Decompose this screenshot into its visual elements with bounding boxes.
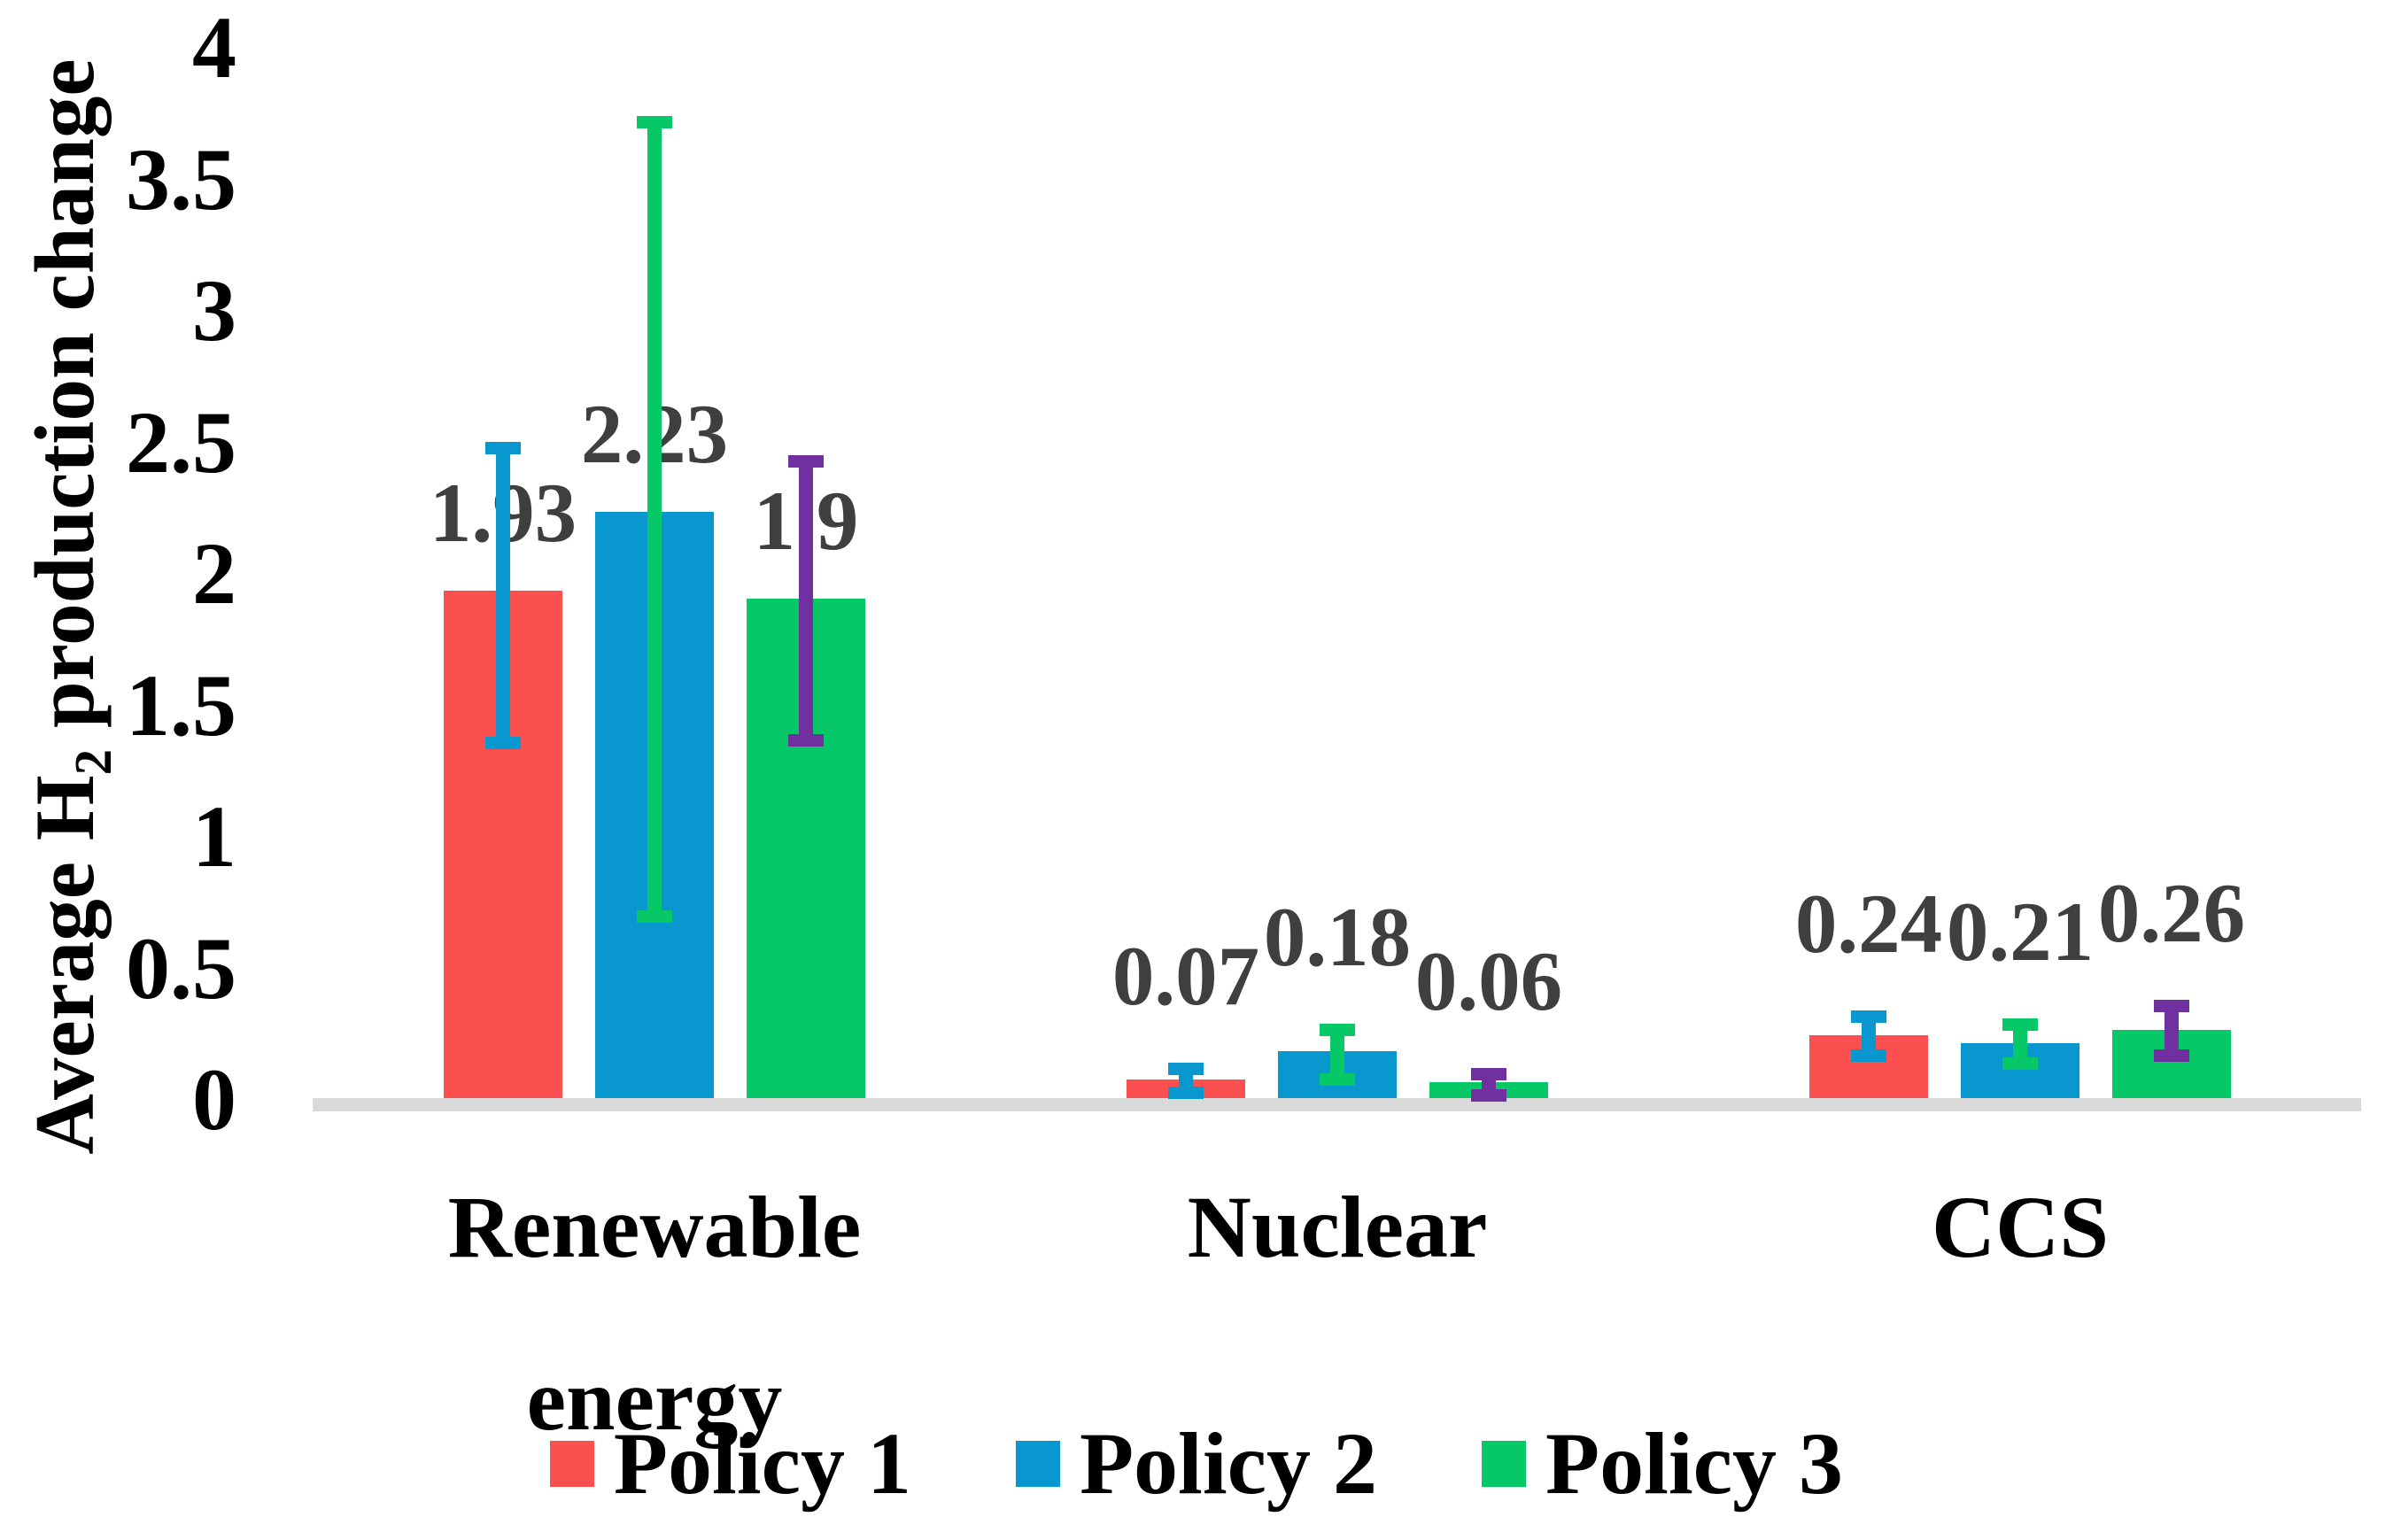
error-bar-renewable-energy-policy-2 [647,122,662,917]
x-axis-line [313,1098,2361,1111]
error-bar-nuclear-policy-2 [1330,1029,1344,1080]
legend: Policy 1 Policy 2 Policy 3 [0,1415,2393,1513]
error-bar-top-cap-nuclear-policy-2 [1320,1023,1355,1036]
error-bar-ccs-policy-2 [2013,1024,2027,1064]
y-tick-0: 0 [192,1050,236,1149]
error-bar-bottom-cap-renewable-energy-policy-1 [485,737,521,750]
legend-item-policy-2: Policy 2 [1015,1414,1378,1513]
error-bar-renewable-energy-policy-1 [496,448,510,744]
value-label-nuclear-policy-1: 0.07 [1111,929,1260,1024]
error-bar-bottom-cap-renewable-energy-policy-3 [788,734,824,747]
value-label-ccs-policy-2: 0.21 [1946,884,2095,979]
y-axis-title-subscript: 2 [65,748,122,776]
y-tick-2.5: 2.5 [126,392,236,491]
legend-swatch-policy-1 [549,1441,594,1487]
x-label-renewable-energy: Renewable energy [447,1178,862,1449]
error-bar-bottom-cap-nuclear-policy-2 [1320,1073,1355,1087]
legend-swatch-policy-3 [1482,1441,1527,1487]
error-bar-top-cap-nuclear-policy-1 [1168,1063,1204,1076]
legend-label-policy-3: Policy 3 [1545,1414,1844,1513]
legend-label-policy-2: Policy 2 [1079,1414,1378,1513]
error-bar-ccs-policy-3 [2165,1006,2179,1056]
y-tick-1: 1 [192,787,236,886]
y-tick-0.5: 0.5 [126,918,236,1018]
legend-swatch-policy-2 [1015,1441,1060,1487]
x-label-nuclear: Nuclear [1187,1178,1488,1276]
y-tick-3.5: 3.5 [126,129,236,228]
error-bar-bottom-cap-ccs-policy-1 [1851,1049,1886,1063]
error-bar-bottom-cap-ccs-policy-2 [2002,1057,2038,1071]
x-label-ccs: CCS [1931,1178,2110,1276]
error-bar-bottom-cap-nuclear-policy-3 [1471,1089,1506,1103]
error-bar-top-cap-ccs-policy-2 [2002,1018,2038,1031]
value-label-nuclear-policy-3: 0.06 [1414,934,1563,1029]
error-bar-top-cap-renewable-energy-policy-1 [485,442,521,455]
error-bar-top-cap-ccs-policy-1 [1851,1010,1886,1023]
error-bar-top-cap-ccs-policy-3 [2154,1000,2189,1013]
value-label-ccs-policy-3: 0.26 [2097,866,2246,961]
legend-item-policy-3: Policy 3 [1482,1415,1843,1513]
error-bar-top-cap-nuclear-policy-3 [1471,1068,1506,1081]
error-bar-bottom-cap-nuclear-policy-1 [1168,1087,1204,1100]
error-bar-bottom-cap-ccs-policy-3 [2154,1049,2189,1063]
value-label-ccs-policy-1: 0.24 [1794,876,1943,971]
y-tick-4: 4 [192,0,236,97]
legend-item-policy-1: Policy 1 [549,1414,911,1513]
error-bar-renewable-energy-policy-3 [799,461,813,741]
y-tick-1.5: 1.5 [126,655,236,755]
y-tick-2: 2 [192,524,236,623]
y-tick-3: 3 [192,261,236,360]
error-bar-top-cap-renewable-energy-policy-3 [788,455,824,468]
error-bar-top-cap-renewable-energy-policy-2 [637,116,672,129]
error-bar-bottom-cap-renewable-energy-policy-2 [637,910,672,924]
error-bar-ccs-policy-1 [1862,1016,1876,1056]
value-label-nuclear-policy-2: 0.18 [1263,889,1412,984]
legend-label-policy-1: Policy 1 [613,1414,911,1513]
